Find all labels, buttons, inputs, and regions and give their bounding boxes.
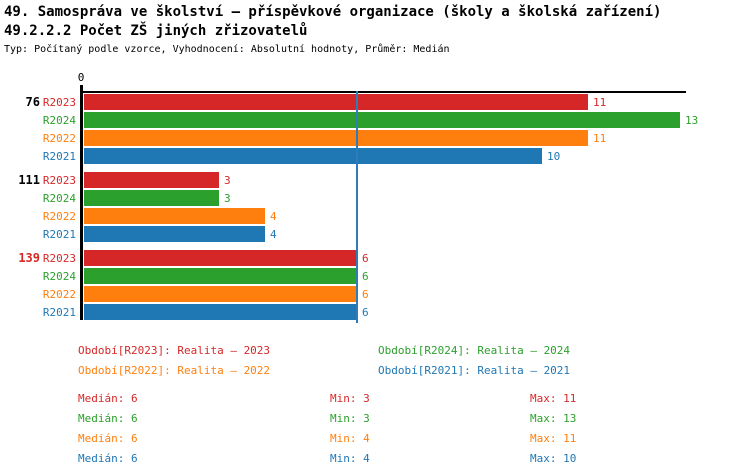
series-row-label: R2023 [42,96,76,109]
series-row-label: R2021 [42,150,76,163]
indicator-meta: Typ: Počítaný podle vzorce, Vyhodnocení:… [4,44,450,55]
series-row-label: R2023 [42,174,76,187]
bar-r2021-group3 [84,304,357,320]
series-row-label: R2024 [42,192,76,205]
bar-r2023-group3 [84,250,357,266]
bar-r2022-group1 [84,130,588,146]
bar-r2022-group3 [84,286,357,302]
group-label: 139 [18,251,40,265]
bar-r2023-group1 [84,94,588,110]
bar-value-label: 11 [593,96,607,109]
series-row-label: R2022 [42,210,76,223]
stat-max-r2024: Max: 13 [530,412,577,425]
legend-item-r2022: Období[R2022]: Realita – 2022 [78,364,271,377]
stat-median-r2022: Medián: 6 [78,432,138,445]
bar-value-label: 4 [270,210,277,223]
series-row-label: R2023 [42,252,76,265]
series-row-label: R2022 [42,132,76,145]
bar-value-label: 13 [685,114,699,127]
stat-min-r2023: Min: 3 [330,392,370,405]
group-label: 111 [18,173,40,187]
bar-chart: 0 76 R2023 11 R2024 13 R2022 11 R2021 10 111 R2023 3… [18,71,699,323]
bar-value-label: 3 [224,192,231,205]
stat-min-r2021: Min: 4 [330,452,370,465]
stat-max-r2023: Max: 11 [530,392,577,405]
stat-median-r2024: Medián: 6 [78,412,138,425]
stat-min-r2024: Min: 3 [330,412,370,425]
series-row-label: R2021 [42,228,76,241]
bar-r2024-group2 [84,190,219,206]
bar-value-label: 6 [362,288,369,301]
bar-value-label: 10 [547,150,561,163]
series-row-label: R2024 [42,114,76,127]
stat-max-r2021: Max: 10 [530,452,577,465]
bar-value-label: 4 [270,228,277,241]
indicator-title: 49.2.2.2 Počet ZŠ jiných zřizovatelů [4,23,308,39]
x-axis-tick-label: 0 [77,71,85,84]
bar-r2021-group1 [84,148,542,164]
series-row-label: R2022 [42,288,76,301]
y-axis-line [80,85,83,320]
stat-min-r2022: Min: 4 [330,432,370,445]
bar-value-label: 6 [362,270,369,283]
bar-value-label: 6 [362,252,369,265]
median-reference-line [356,91,358,323]
bar-value-label: 11 [593,132,607,145]
bar-r2024-group3 [84,268,357,284]
x-axis-top-line [80,91,686,93]
series-row-label: R2024 [42,270,76,283]
stat-median-r2021: Medián: 6 [78,452,138,465]
stat-max-r2022: Max: 11 [530,432,577,445]
bar-r2024-group1 [84,112,680,128]
bar-r2021-group2 [84,226,265,242]
legend-item-r2023: Období[R2023]: Realita – 2023 [78,344,271,357]
bar-r2023-group2 [84,172,219,188]
legend-item-r2021: Období[R2021]: Realita – 2021 [378,364,571,377]
bar-r2022-group2 [84,208,265,224]
stat-median-r2023: Medián: 6 [78,392,138,405]
group-label: 76 [25,95,40,109]
bar-value-label: 6 [362,306,369,319]
report-title: 49. Samospráva ve školství – příspěvkové… [4,4,662,20]
series-row-label: R2021 [42,306,76,319]
legend-item-r2024: Období[R2024]: Realita – 2024 [378,344,571,357]
bar-value-label: 3 [224,174,231,187]
